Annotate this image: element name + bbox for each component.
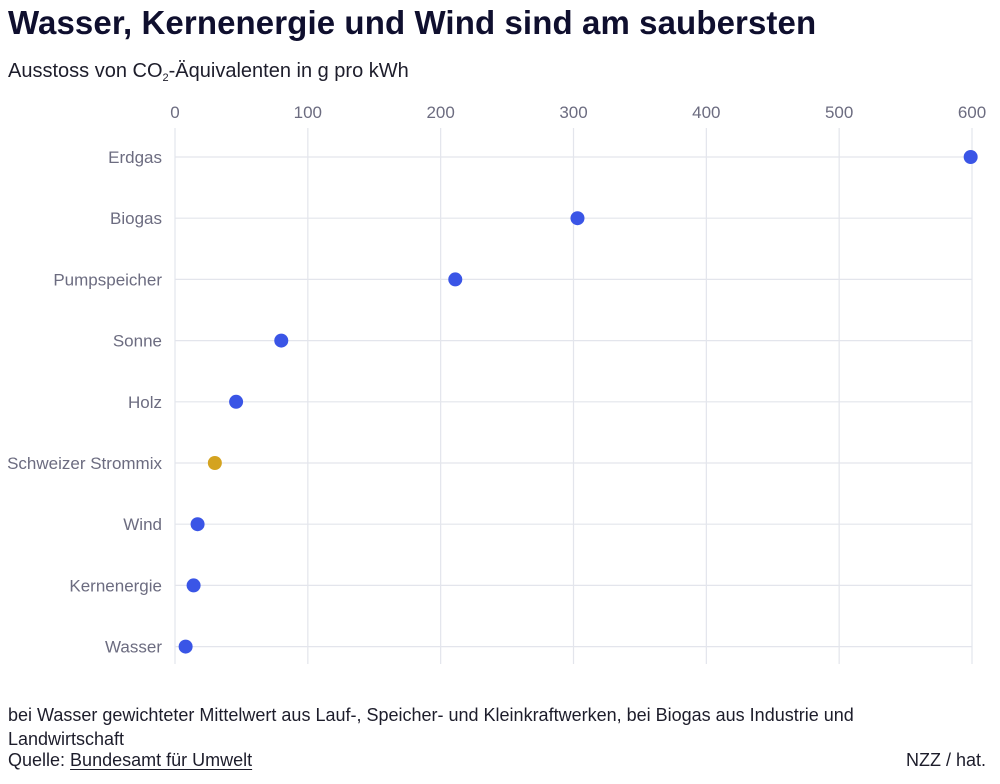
category-label: Biogas <box>110 209 162 228</box>
x-tick-label: 500 <box>825 103 853 122</box>
data-point <box>274 333 289 348</box>
highlight-data-point <box>207 456 222 470</box>
x-tick-label: 200 <box>426 103 454 122</box>
source-prefix: Quelle: <box>8 750 71 770</box>
credit: NZZ / hat. <box>905 750 986 770</box>
category-label: Wasser <box>105 638 162 657</box>
x-tick-label: 100 <box>294 103 322 122</box>
data-point <box>963 150 978 164</box>
x-tick-label: 400 <box>692 103 720 122</box>
data-point <box>190 517 205 532</box>
category-label: Pumpspeicher <box>53 270 162 289</box>
x-tick-label: 600 <box>958 103 986 122</box>
subtitle-subscript: 2 <box>162 72 169 84</box>
data-point <box>229 394 244 409</box>
data-point <box>570 211 585 226</box>
subtitle-post: -Äquivalenten in g pro kWh <box>168 60 409 82</box>
x-tick-label: 0 <box>170 103 179 122</box>
source-link[interactable]: Bundesamt für Umwelt <box>70 750 253 770</box>
subtitle-pre: Ausstoss von CO <box>8 60 163 82</box>
dot-plot-chart: 0 100 200 300 400 500 600 Erdgas Biogas Pumpspeic… <box>7 103 986 664</box>
footnote: bei Wasser gewichteter Mittelwert aus La… <box>8 705 854 749</box>
x-tick-label: 300 <box>559 103 587 122</box>
category-label: Holz <box>128 393 162 412</box>
chart-subtitle: Ausstoss von CO2-Äquivalenten in g pro k… <box>8 60 409 84</box>
data-point <box>186 578 201 593</box>
category-label: Kernenergie <box>69 576 162 595</box>
chart-title: Wasser, Kernenergie und Wind sind am sau… <box>8 4 817 41</box>
data-point <box>448 272 463 287</box>
category-label: Schweizer Strommix <box>7 454 162 473</box>
data-point <box>178 639 193 654</box>
source-line: Quelle: Bundesamt für Umwelt <box>8 750 252 771</box>
category-label: Sonne <box>113 332 162 351</box>
category-label: Erdgas <box>108 148 162 167</box>
category-label: Wind <box>123 515 162 534</box>
